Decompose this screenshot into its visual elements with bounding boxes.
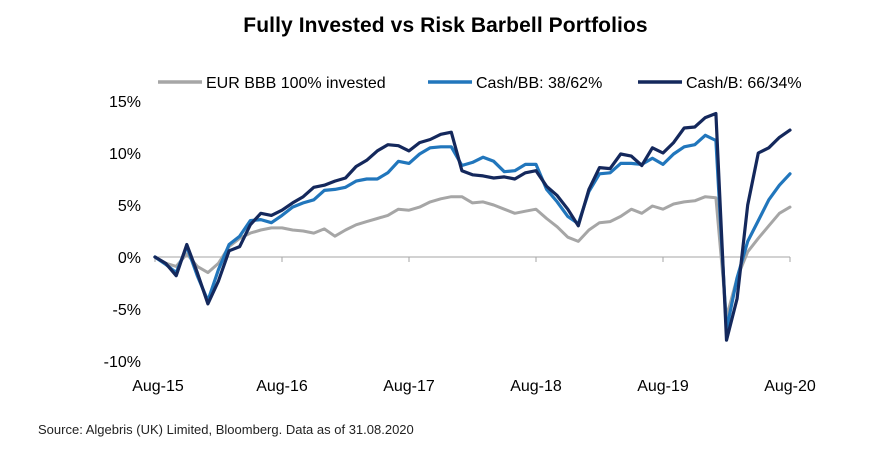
legend-label: Cash/BB: 38/62% — [476, 75, 602, 92]
x-tick-label: Aug-16 — [256, 378, 308, 395]
y-tick-label: -5% — [113, 302, 141, 319]
x-tick-label: Aug-17 — [383, 378, 435, 395]
y-tick-label: 15% — [109, 94, 141, 111]
x-tick-label: Aug-20 — [764, 378, 816, 395]
series-line-3 — [153, 111, 792, 342]
chart-title: Fully Invested vs Risk Barbell Portfolio… — [243, 14, 648, 37]
series-line-1 — [153, 195, 792, 319]
legend-label: Cash/B: 66/34% — [686, 75, 802, 92]
x-axis-tick-marks — [154, 257, 791, 262]
x-tick-label: Aug-18 — [510, 378, 562, 395]
legend-label: EUR BBB 100% invested — [206, 75, 386, 92]
series-line-2 — [153, 133, 792, 332]
y-tick-label: 10% — [109, 146, 141, 163]
chart-legend: EUR BBB 100% invested Cash/BB: 38/62% Cash… — [158, 75, 802, 92]
source-note: Source: Algebris (UK) Limited, Bloomberg… — [38, 422, 414, 437]
y-tick-label: 5% — [118, 198, 141, 215]
x-axis-tick-labels: Aug-15 Aug-16 Aug-17 Aug-18 Aug-19 Aug-20 — [132, 378, 816, 395]
y-axis-tick-labels: 15% 10% 5% 0% -5% -10% — [104, 94, 141, 371]
x-tick-label: Aug-15 — [132, 378, 184, 395]
y-tick-label: 0% — [118, 250, 141, 267]
chart-series — [153, 111, 792, 342]
x-tick-label: Aug-19 — [637, 378, 689, 395]
y-tick-label: -10% — [104, 354, 141, 371]
